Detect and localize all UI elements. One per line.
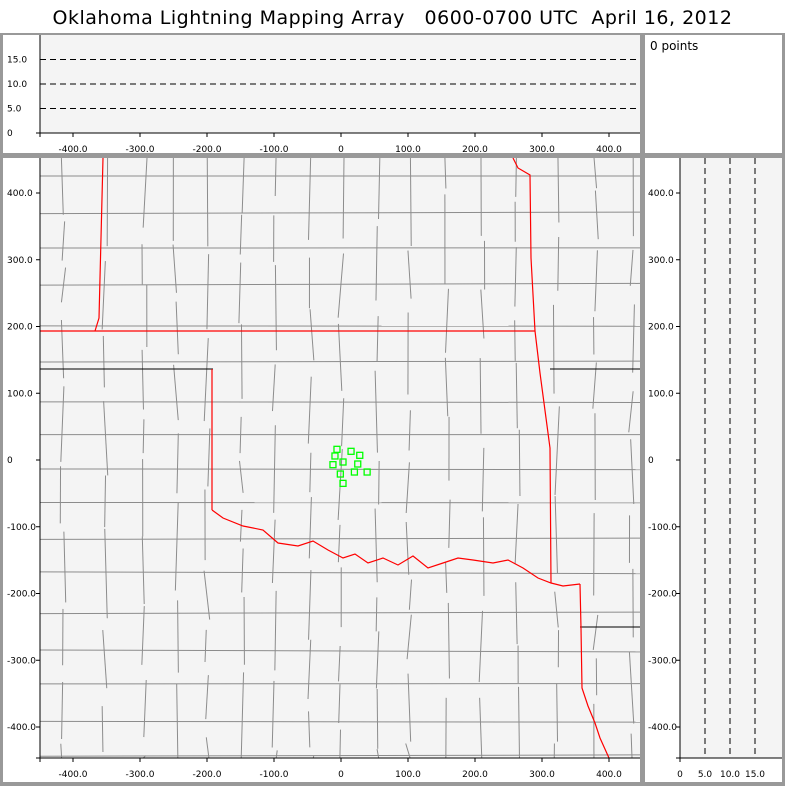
y-tick-label: -300.0 bbox=[7, 656, 36, 666]
y-tick-label: 0 bbox=[648, 456, 654, 466]
x-tick-label: 200.0 bbox=[462, 145, 488, 153]
y-tick-label: -200.0 bbox=[648, 590, 677, 600]
y-tick-label: 400.0 bbox=[7, 189, 33, 199]
plot-title: Oklahoma Lightning Mapping Array 0600-07… bbox=[0, 0, 785, 33]
altitude-vs-x-panel: 0 5.0 10.0 15.0 -400.0 -300.0 -200.0 -100.0 0 100… bbox=[3, 35, 640, 153]
county-line bbox=[553, 305, 554, 394]
x-tick-label: 100.0 bbox=[395, 145, 421, 153]
y-tick-label: -300.0 bbox=[648, 656, 677, 666]
x-tick-label: 15.0 bbox=[745, 770, 765, 780]
y-tick-label: 15.0 bbox=[7, 56, 27, 66]
x-tick-label: -400.0 bbox=[58, 145, 87, 153]
x-tick-label: 300.0 bbox=[529, 770, 555, 780]
x-tick-label: 10.0 bbox=[720, 770, 740, 780]
x-tick-label: 100.0 bbox=[395, 770, 421, 780]
county-line bbox=[376, 597, 377, 631]
county-line bbox=[207, 158, 208, 246]
y-tick-label: 100.0 bbox=[648, 389, 674, 399]
x-tick-label: 400.0 bbox=[596, 145, 622, 153]
y-tick-label: -400.0 bbox=[7, 723, 36, 733]
x-tick-label: 400.0 bbox=[596, 770, 622, 780]
x-tick-label: -100.0 bbox=[259, 145, 288, 153]
county-line bbox=[515, 320, 516, 361]
x-tick-label: 0 bbox=[338, 770, 344, 780]
x-tick-label: -300.0 bbox=[125, 770, 154, 780]
x-tick-label: -200.0 bbox=[192, 770, 221, 780]
county-line bbox=[40, 402, 640, 403]
x-tick-label: -200.0 bbox=[192, 145, 221, 153]
y-tick-label: 400.0 bbox=[648, 189, 674, 199]
county-line bbox=[483, 517, 484, 596]
x-tick-label: 300.0 bbox=[529, 145, 555, 153]
county-line bbox=[379, 461, 380, 504]
y-tick-label: 0 bbox=[7, 456, 13, 466]
y-tick-label: 300.0 bbox=[7, 256, 33, 266]
y-tick-label: 200.0 bbox=[7, 323, 33, 333]
y-tick-label: 100.0 bbox=[7, 389, 33, 399]
y-tick-label: 10.0 bbox=[7, 80, 27, 90]
y-tick-label: -100.0 bbox=[648, 523, 677, 533]
altitude-vs-y-panel: 0 5.0 10.0 15.0 400.0 300.0 200.0 100.0 0 -100.0 -… bbox=[645, 158, 782, 782]
y-tick-label: 200.0 bbox=[648, 323, 674, 333]
y-tick-label: 5.0 bbox=[7, 105, 22, 115]
plot-area bbox=[680, 158, 782, 758]
x-tick-label: -100.0 bbox=[259, 770, 288, 780]
x-tick-label: 5.0 bbox=[698, 770, 713, 780]
y-tick-label: 0 bbox=[7, 129, 13, 139]
county-line bbox=[340, 730, 341, 758]
y-tick-label: -100.0 bbox=[7, 523, 36, 533]
y-tick-label: -400.0 bbox=[648, 723, 677, 733]
x-tick-label: 0 bbox=[338, 145, 344, 153]
x-tick-label: -400.0 bbox=[58, 770, 87, 780]
county-line bbox=[241, 324, 242, 398]
point-count-box: 0 points bbox=[645, 35, 782, 153]
y-tick-label: -200.0 bbox=[7, 590, 36, 600]
county-line bbox=[40, 721, 640, 722]
y-tick-label: 300.0 bbox=[648, 256, 674, 266]
county-line bbox=[519, 430, 520, 496]
x-tick-label: -300.0 bbox=[125, 145, 154, 153]
point-count: 0 points bbox=[650, 39, 698, 53]
x-tick-label: 200.0 bbox=[462, 770, 488, 780]
x-tick-label: 0 bbox=[677, 770, 683, 780]
plan-view-map-panel[interactable]: -400.0 -300.0 -200.0 -100.0 0 100.0 200.0 300.0… bbox=[3, 158, 640, 782]
county-line bbox=[377, 689, 378, 749]
